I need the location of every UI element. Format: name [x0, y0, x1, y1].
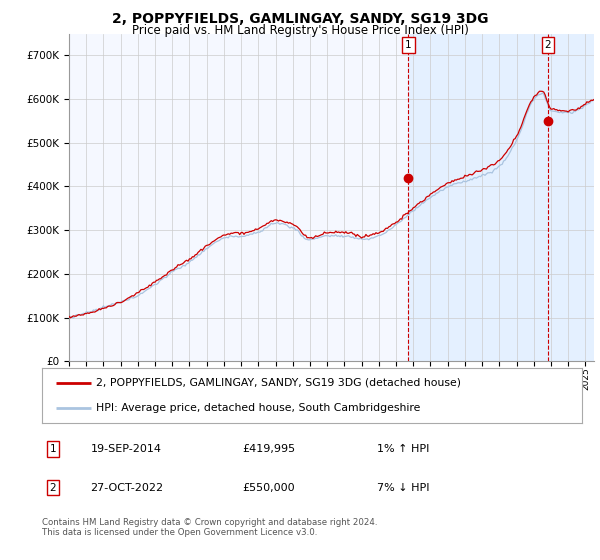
Text: 7% ↓ HPI: 7% ↓ HPI [377, 483, 430, 493]
Text: 1% ↑ HPI: 1% ↑ HPI [377, 445, 429, 454]
Text: 1: 1 [49, 445, 56, 454]
Text: 1: 1 [405, 40, 412, 50]
Text: 2: 2 [49, 483, 56, 493]
Text: HPI: Average price, detached house, South Cambridgeshire: HPI: Average price, detached house, Sout… [96, 403, 421, 413]
Text: £550,000: £550,000 [242, 483, 295, 493]
Text: 2: 2 [545, 40, 551, 50]
Text: Contains HM Land Registry data © Crown copyright and database right 2024.
This d: Contains HM Land Registry data © Crown c… [42, 518, 377, 538]
Text: 2, POPPYFIELDS, GAMLINGAY, SANDY, SG19 3DG: 2, POPPYFIELDS, GAMLINGAY, SANDY, SG19 3… [112, 12, 488, 26]
Text: Price paid vs. HM Land Registry's House Price Index (HPI): Price paid vs. HM Land Registry's House … [131, 24, 469, 36]
Bar [409, 34, 594, 361]
Text: 2, POPPYFIELDS, GAMLINGAY, SANDY, SG19 3DG (detached house): 2, POPPYFIELDS, GAMLINGAY, SANDY, SG19 3… [96, 378, 461, 388]
Text: £419,995: £419,995 [242, 445, 295, 454]
Text: 19-SEP-2014: 19-SEP-2014 [91, 445, 161, 454]
Text: 27-OCT-2022: 27-OCT-2022 [91, 483, 164, 493]
